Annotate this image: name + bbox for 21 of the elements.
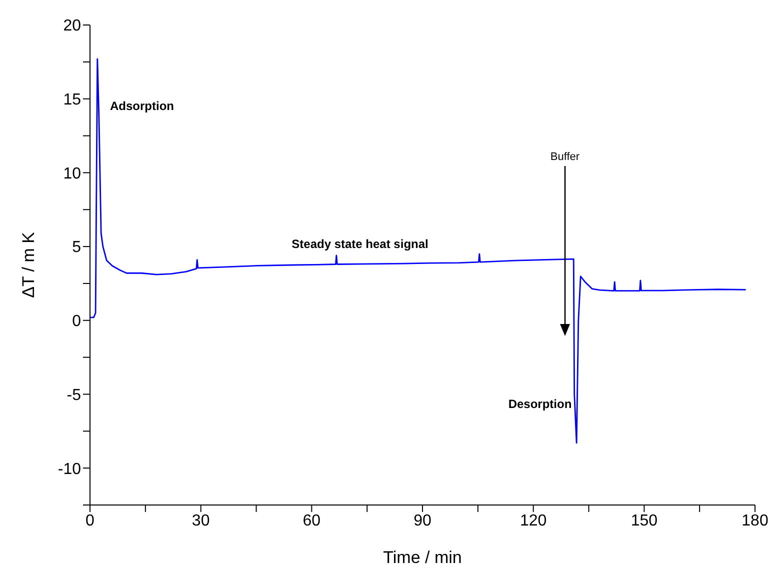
x-tick-label: 150 <box>630 512 658 530</box>
y-axis-title: ΔT / m K <box>19 231 38 298</box>
x-tick-label: 120 <box>520 512 547 530</box>
line-series <box>90 58 746 444</box>
annotation: Desorption <box>508 397 572 411</box>
x-tick-label: 180 <box>742 512 768 530</box>
annotation: Steady state heat signal <box>292 237 428 251</box>
x-tick-label: 90 <box>414 512 432 530</box>
y-tick-label: -10 <box>58 460 82 478</box>
y-tick-label: 5 <box>72 239 82 256</box>
y-tick-label: -5 <box>66 386 82 404</box>
y-tick-label: 15 <box>63 92 82 109</box>
annotation: Buffer <box>550 151 580 163</box>
x-tick-label: 60 <box>302 512 321 530</box>
annotation: Adsorption <box>110 99 174 113</box>
y-tick-label: 10 <box>63 165 82 182</box>
x-tick-label: 30 <box>192 512 210 530</box>
y-tick-label: 20 <box>63 18 82 35</box>
y-tick-label: 0 <box>72 313 82 330</box>
x-axis-title: Time / min <box>383 548 462 567</box>
x-tick-label: 0 <box>86 512 95 530</box>
